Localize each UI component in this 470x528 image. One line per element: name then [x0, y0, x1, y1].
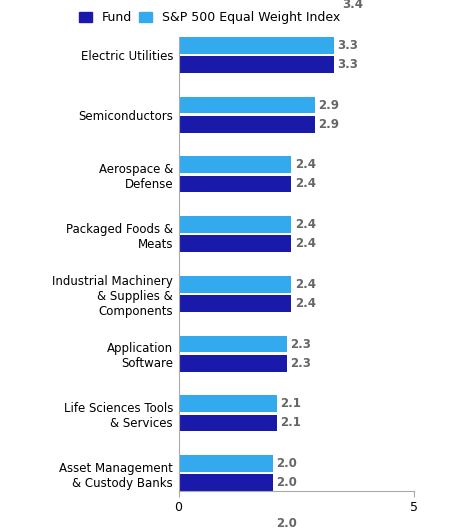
- Text: 2.3: 2.3: [290, 357, 311, 370]
- Text: 2.0: 2.0: [276, 476, 297, 489]
- Text: 2.9: 2.9: [318, 118, 339, 131]
- Bar: [179, 176, 291, 192]
- Text: 2.0: 2.0: [276, 517, 297, 528]
- Bar: [179, 116, 315, 133]
- Text: 2.1: 2.1: [281, 417, 301, 429]
- Text: 2.3: 2.3: [290, 337, 311, 351]
- Text: 2.0: 2.0: [276, 457, 297, 470]
- Text: 3.4: 3.4: [342, 0, 363, 11]
- Bar: [179, 395, 277, 412]
- Bar: [179, 216, 291, 233]
- Text: 2.4: 2.4: [295, 177, 316, 191]
- Bar: [179, 276, 291, 293]
- Bar: [179, 295, 291, 312]
- Bar: [179, 515, 273, 528]
- Bar: [179, 414, 277, 431]
- Text: 2.1: 2.1: [281, 397, 301, 410]
- Legend: Fund, S&P 500 Equal Weight Index: Fund, S&P 500 Equal Weight Index: [79, 12, 340, 24]
- Bar: [179, 37, 334, 54]
- Bar: [179, 474, 273, 491]
- Text: 2.4: 2.4: [295, 237, 316, 250]
- Text: 2.9: 2.9: [318, 99, 339, 111]
- Text: 3.3: 3.3: [337, 58, 358, 71]
- Bar: [179, 235, 291, 252]
- Text: 2.4: 2.4: [295, 158, 316, 171]
- Bar: [179, 336, 287, 352]
- Bar: [179, 56, 334, 73]
- Bar: [179, 355, 287, 372]
- Bar: [179, 156, 291, 173]
- Bar: [179, 97, 315, 114]
- Bar: [179, 0, 338, 13]
- Bar: [179, 455, 273, 472]
- Text: 2.4: 2.4: [295, 297, 316, 310]
- Text: 3.3: 3.3: [337, 39, 358, 52]
- Text: 2.4: 2.4: [295, 218, 316, 231]
- Text: 2.4: 2.4: [295, 278, 316, 291]
